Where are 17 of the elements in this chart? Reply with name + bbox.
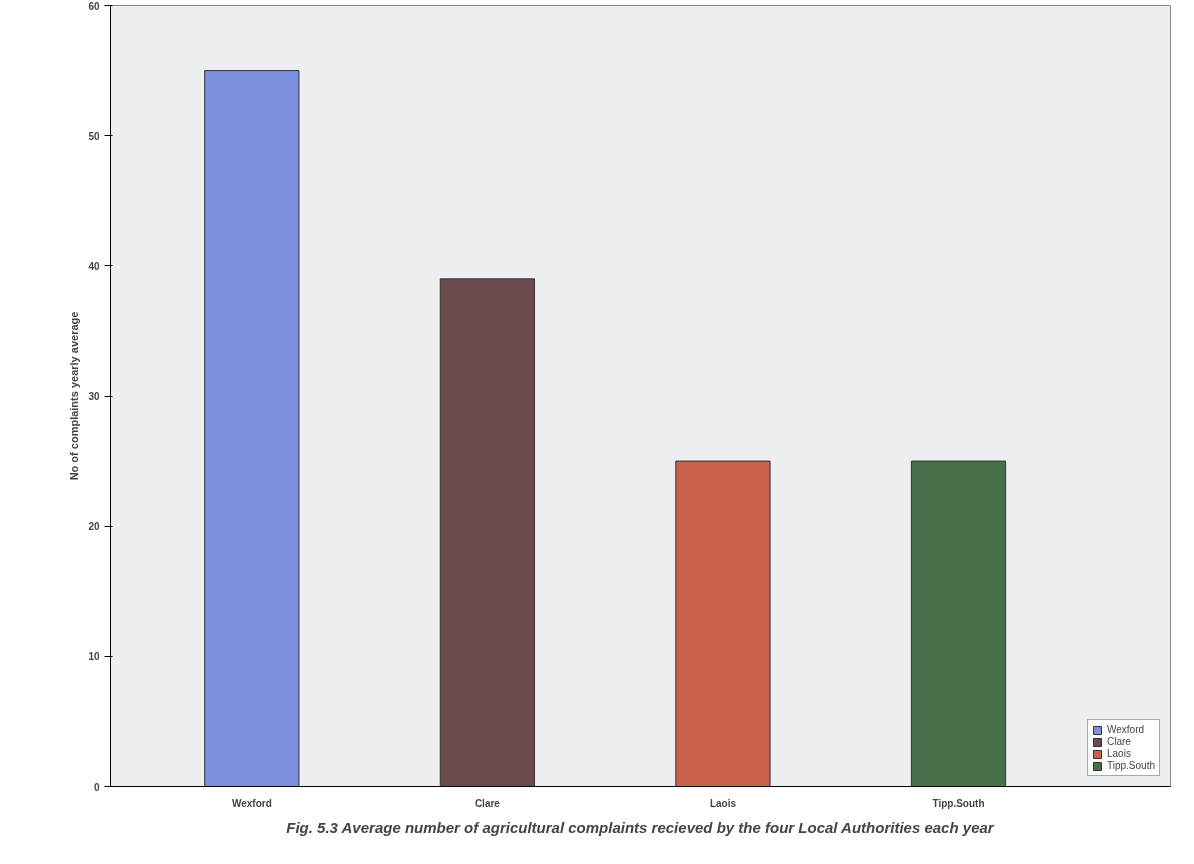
legend-label: Clare xyxy=(1107,736,1131,747)
x-tick-label: Wexford xyxy=(231,797,272,809)
x-tick-label: Tipp.South xyxy=(932,797,985,809)
text: Fig. 5.3 Average number of agricultural complaints recieved by the four Local Authorities each year xyxy=(286,818,995,836)
x-tick-label: Clare xyxy=(474,797,501,809)
y-tick-label: 30 xyxy=(88,391,100,402)
y-tick-label: 10 xyxy=(88,651,100,663)
legend-label: Tipp.South xyxy=(1107,760,1155,771)
x-tick-label: Laois xyxy=(709,797,737,809)
y-axis-title: No of complaints yearly average xyxy=(68,311,81,481)
y-tick-label: 0 xyxy=(93,781,100,793)
y-tick-label: 20 xyxy=(88,521,100,533)
y-tick-label: 40 xyxy=(88,260,100,272)
legend-label: Wexford xyxy=(1107,724,1145,735)
y-tick-label: 60 xyxy=(88,0,100,12)
legend-label: Laois xyxy=(1107,748,1131,759)
y-tick-label: 50 xyxy=(88,130,100,142)
